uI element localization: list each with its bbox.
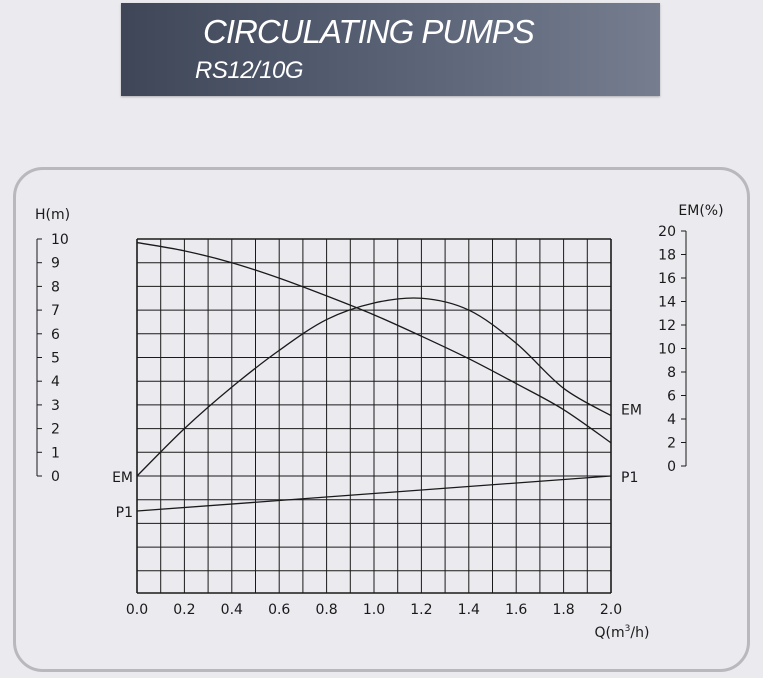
- left-tick-label: 4: [51, 374, 60, 390]
- left-tick-label: 2: [51, 422, 60, 438]
- right-axis-label: EM(%): [678, 203, 723, 219]
- right-tick-label: 20: [658, 224, 676, 240]
- x-tick-label: 0.6: [268, 602, 290, 618]
- x-tick-label: 0.0: [126, 602, 148, 618]
- left-tick-label: 1: [51, 445, 60, 461]
- p1-curve: [136, 475, 612, 512]
- p1-start-label: P1: [116, 505, 133, 521]
- x-tick-label: 1.4: [458, 602, 480, 618]
- x-tick-label: 1.6: [505, 602, 527, 618]
- right-tick-label: 6: [667, 389, 676, 405]
- right-tick-label: 0: [667, 459, 676, 475]
- x-tick-label: 1.0: [363, 602, 385, 618]
- chart-frame: [13, 167, 750, 672]
- x-tick-label: 2.0: [600, 602, 622, 618]
- right-tick-label: 16: [658, 271, 676, 287]
- h-curve: [136, 241, 612, 444]
- left-tick-label: 0: [51, 469, 60, 485]
- left-tick-label: 9: [51, 256, 60, 272]
- right-tick-label: 10: [658, 342, 676, 358]
- title-banner: CIRCULATING PUMPS RS12/10G: [121, 3, 660, 96]
- right-tick-label: 14: [658, 295, 676, 311]
- right-tick-label: 8: [667, 365, 676, 381]
- left-tick-label: 10: [51, 232, 69, 248]
- em-curve: [136, 297, 612, 477]
- right-tick-label: 12: [658, 318, 676, 334]
- em-start-label: EM: [112, 470, 133, 486]
- left-tick-label: 3: [51, 398, 60, 414]
- x-axis-label: Q(m3/h): [595, 624, 650, 641]
- x-tick-label: 0.4: [221, 602, 243, 618]
- left-tick-label: 6: [51, 327, 60, 343]
- p1-end-label: P1: [621, 470, 638, 486]
- right-tick-label: 2: [667, 436, 676, 452]
- left-tick-label: 8: [51, 279, 60, 295]
- x-tick-label: 1.2: [410, 602, 432, 618]
- left-axis-label: H(m): [35, 207, 70, 223]
- em-end-label: EM: [621, 403, 642, 419]
- x-tick-label: 0.8: [315, 602, 337, 618]
- left-tick-label: 7: [51, 303, 60, 319]
- left-tick-label: 5: [51, 351, 60, 367]
- x-tick-label: 1.8: [552, 602, 574, 618]
- right-tick-label: 18: [658, 248, 676, 264]
- page-title: CIRCULATING PUMPS: [203, 13, 535, 50]
- model-subtitle: RS12/10G: [195, 57, 304, 84]
- x-tick-label: 0.2: [173, 602, 195, 618]
- right-tick-label: 4: [667, 412, 676, 428]
